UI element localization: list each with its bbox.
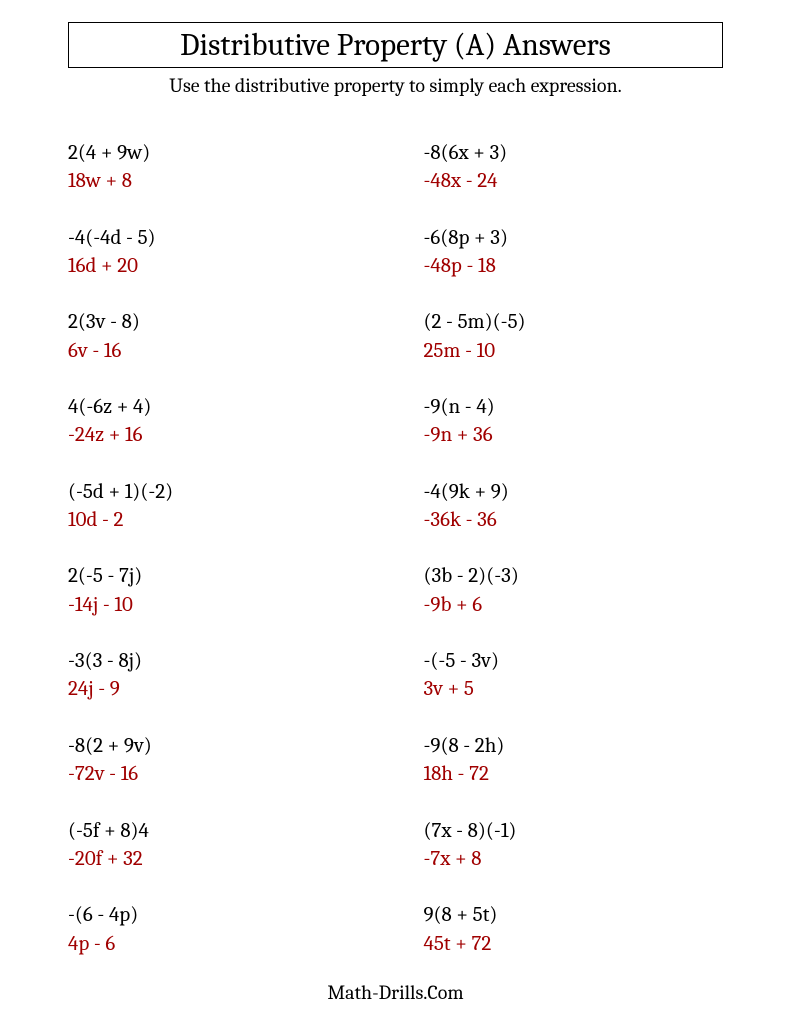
answer-text: -9b + 6 (424, 591, 724, 619)
question-text: -(-5 - 3v) (424, 647, 724, 675)
problem-item: -(6 - 4p) 4p - 6 (68, 901, 368, 958)
problem-item: -3(3 - 8j) 24j - 9 (68, 647, 368, 704)
answer-text: 16d + 20 (68, 252, 368, 280)
problem-item: -6(8p + 3) -48p - 18 (424, 224, 724, 281)
question-text: 9(8 + 5t) (424, 901, 724, 929)
answer-text: 10d - 2 (68, 506, 368, 534)
answer-text: 4p - 6 (68, 930, 368, 958)
answer-text: 18h - 72 (424, 760, 724, 788)
question-text: -9(8 - 2h) (424, 732, 724, 760)
question-text: 4(-6z + 4) (68, 393, 368, 421)
question-text: -6(8p + 3) (424, 224, 724, 252)
question-text: -(6 - 4p) (68, 901, 368, 929)
problem-item: -9(n - 4) -9n + 36 (424, 393, 724, 450)
question-text: (-5d + 1)(-2) (68, 478, 368, 506)
answer-text: 45t + 72 (424, 930, 724, 958)
problem-item: -9(8 - 2h) 18h - 72 (424, 732, 724, 789)
problem-item: 2(4 + 9w) 18w + 8 (68, 139, 368, 196)
question-text: -9(n - 4) (424, 393, 724, 421)
answer-text: -48x - 24 (424, 167, 724, 195)
answer-text: -24z + 16 (68, 421, 368, 449)
problem-item: -(-5 - 3v) 3v + 5 (424, 647, 724, 704)
question-text: 2(4 + 9w) (68, 139, 368, 167)
question-text: (2 - 5m)(-5) (424, 308, 724, 336)
right-column: -8(6x + 3) -48x - 24 -6(8p + 3) -48p - 1… (368, 139, 724, 986)
left-column: 2(4 + 9w) 18w + 8 -4(-4d - 5) 16d + 20 2… (68, 139, 368, 986)
problem-item: 2(-5 - 7j) -14j - 10 (68, 562, 368, 619)
question-text: (3b - 2)(-3) (424, 562, 724, 590)
problem-item: -8(6x + 3) -48x - 24 (424, 139, 724, 196)
page-title: Distributive Property (A) Answers (69, 27, 722, 63)
answer-text: -7x + 8 (424, 845, 724, 873)
question-text: 2(-5 - 7j) (68, 562, 368, 590)
answer-text: 25m - 10 (424, 337, 724, 365)
problem-item: -4(-4d - 5) 16d + 20 (68, 224, 368, 281)
question-text: -4(-4d - 5) (68, 224, 368, 252)
answer-text: -14j - 10 (68, 591, 368, 619)
answer-text: -20f + 32 (68, 845, 368, 873)
answer-text: 24j - 9 (68, 675, 368, 703)
question-text: -8(6x + 3) (424, 139, 724, 167)
problem-item: -8(2 + 9v) -72v - 16 (68, 732, 368, 789)
question-text: 2(3v - 8) (68, 308, 368, 336)
problem-item: (2 - 5m)(-5) 25m - 10 (424, 308, 724, 365)
problem-item: (7x - 8)(-1) -7x + 8 (424, 817, 724, 874)
page-footer: Math-Drills.Com (0, 981, 791, 1004)
question-text: -4(9k + 9) (424, 478, 724, 506)
answer-text: -36k - 36 (424, 506, 724, 534)
problem-item: 2(3v - 8) 6v - 16 (68, 308, 368, 365)
answer-text: 3v + 5 (424, 675, 724, 703)
problem-item: 9(8 + 5t) 45t + 72 (424, 901, 724, 958)
problem-item: (-5f + 8)4 -20f + 32 (68, 817, 368, 874)
question-text: -3(3 - 8j) (68, 647, 368, 675)
question-text: -8(2 + 9v) (68, 732, 368, 760)
problem-item: (3b - 2)(-3) -9b + 6 (424, 562, 724, 619)
answer-text: -9n + 36 (424, 421, 724, 449)
title-container: Distributive Property (A) Answers (68, 22, 723, 68)
problem-item: -4(9k + 9) -36k - 36 (424, 478, 724, 535)
problems-grid: 2(4 + 9w) 18w + 8 -4(-4d - 5) 16d + 20 2… (68, 139, 723, 986)
page-subtitle: Use the distributive property to simply … (68, 74, 723, 97)
answer-text: -72v - 16 (68, 760, 368, 788)
problem-item: 4(-6z + 4) -24z + 16 (68, 393, 368, 450)
answer-text: 18w + 8 (68, 167, 368, 195)
question-text: (-5f + 8)4 (68, 817, 368, 845)
answer-text: -48p - 18 (424, 252, 724, 280)
problem-item: (-5d + 1)(-2) 10d - 2 (68, 478, 368, 535)
question-text: (7x - 8)(-1) (424, 817, 724, 845)
answer-text: 6v - 16 (68, 337, 368, 365)
